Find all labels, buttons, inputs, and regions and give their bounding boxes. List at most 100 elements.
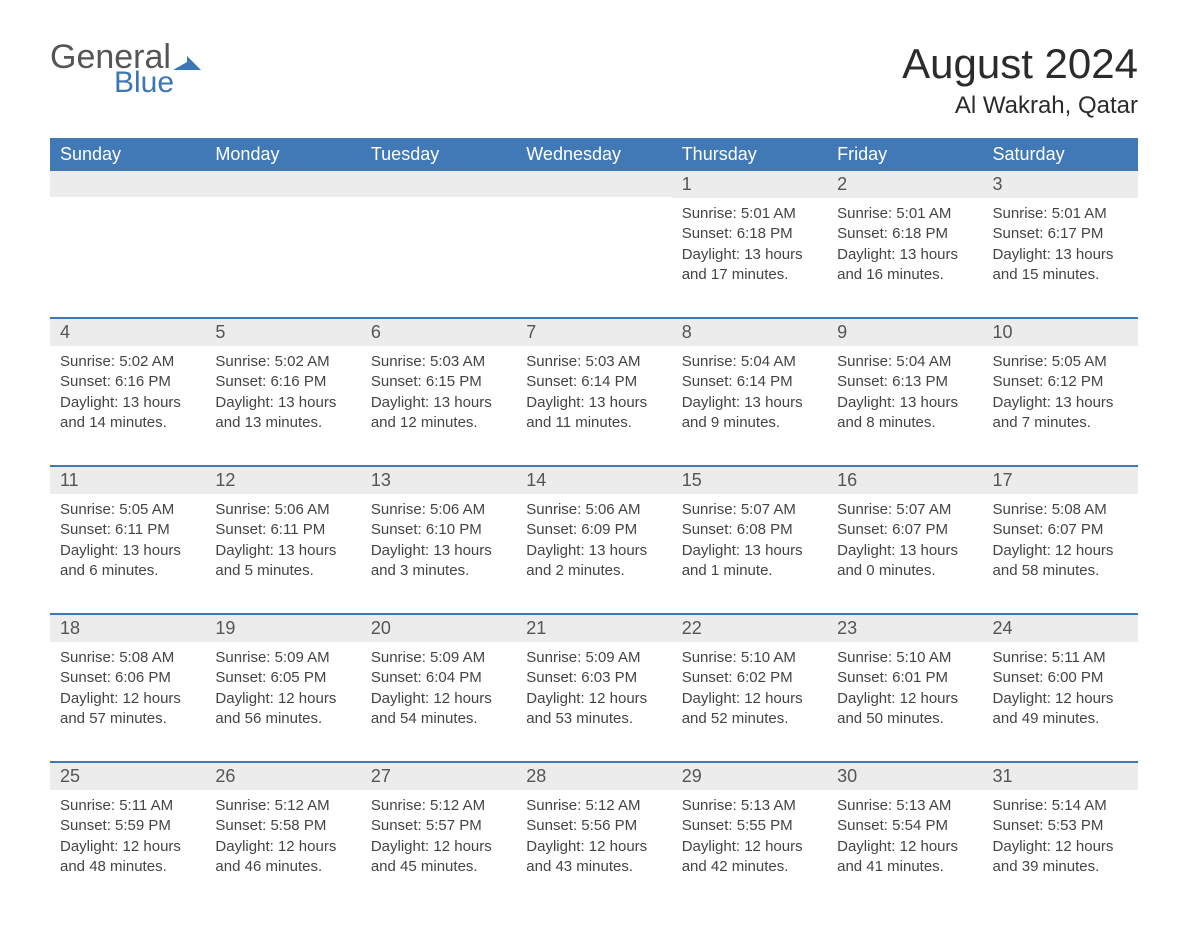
week-row: 18Sunrise: 5:08 AMSunset: 6:06 PMDayligh…: [50, 614, 1138, 762]
daylight-text: Daylight: 12 hours and 50 minutes.: [837, 689, 972, 730]
sunset-text: Sunset: 6:11 PM: [215, 520, 350, 540]
sunset-text: Sunset: 6:14 PM: [526, 372, 661, 392]
sunrise-text: Sunrise: 5:11 AM: [60, 796, 195, 816]
day-cell: 23Sunrise: 5:10 AMSunset: 6:01 PMDayligh…: [827, 614, 982, 762]
day-body: Sunrise: 5:03 AMSunset: 6:15 PMDaylight:…: [361, 346, 516, 465]
sunset-text: Sunset: 6:07 PM: [993, 520, 1128, 540]
day-number: 14: [516, 467, 671, 494]
calendar-body: 1Sunrise: 5:01 AMSunset: 6:18 PMDaylight…: [50, 171, 1138, 909]
daylight-text: Daylight: 12 hours and 39 minutes.: [993, 837, 1128, 878]
day-body: Sunrise: 5:01 AMSunset: 6:18 PMDaylight:…: [672, 198, 827, 317]
day-cell: 28Sunrise: 5:12 AMSunset: 5:56 PMDayligh…: [516, 762, 671, 909]
day-body: [516, 197, 671, 297]
sunrise-text: Sunrise: 5:01 AM: [682, 204, 817, 224]
day-cell: 31Sunrise: 5:14 AMSunset: 5:53 PMDayligh…: [983, 762, 1138, 909]
day-number: 10: [983, 319, 1138, 346]
daylight-text: Daylight: 12 hours and 48 minutes.: [60, 837, 195, 878]
sunset-text: Sunset: 6:09 PM: [526, 520, 661, 540]
day-body: Sunrise: 5:02 AMSunset: 6:16 PMDaylight:…: [205, 346, 360, 465]
day-number: [205, 171, 360, 197]
day-cell: [516, 171, 671, 318]
sunset-text: Sunset: 6:11 PM: [60, 520, 195, 540]
sunrise-text: Sunrise: 5:06 AM: [526, 500, 661, 520]
day-cell: 2Sunrise: 5:01 AMSunset: 6:18 PMDaylight…: [827, 171, 982, 318]
day-cell: [361, 171, 516, 318]
sunrise-text: Sunrise: 5:08 AM: [60, 648, 195, 668]
sunrise-text: Sunrise: 5:04 AM: [837, 352, 972, 372]
daylight-text: Daylight: 13 hours and 2 minutes.: [526, 541, 661, 582]
sunrise-text: Sunrise: 5:02 AM: [60, 352, 195, 372]
sunset-text: Sunset: 6:04 PM: [371, 668, 506, 688]
day-cell: 14 Sunrise: 5:06 AMSunset: 6:09 PMDayligh…: [516, 466, 671, 614]
day-body: Sunrise: 5:01 AMSunset: 6:17 PMDaylight:…: [983, 198, 1138, 317]
day-header-row: Sunday Monday Tuesday Wednesday Thursday…: [50, 138, 1138, 171]
day-number: 13: [361, 467, 516, 494]
day-body: Sunrise: 5:06 AMSunset: 6:10 PMDaylight:…: [361, 494, 516, 613]
day-cell: 8Sunrise: 5:04 AMSunset: 6:14 PMDaylight…: [672, 318, 827, 466]
sunset-text: Sunset: 5:58 PM: [215, 816, 350, 836]
daylight-text: Daylight: 13 hours and 11 minutes.: [526, 393, 661, 434]
daylight-text: Daylight: 13 hours and 17 minutes.: [682, 245, 817, 286]
day-number: 2: [827, 171, 982, 198]
sunset-text: Sunset: 6:18 PM: [682, 224, 817, 244]
day-body: Sunrise: 5:13 AMSunset: 5:55 PMDaylight:…: [672, 790, 827, 909]
sunrise-text: Sunrise: 5:13 AM: [682, 796, 817, 816]
day-body: Sunrise: 5:14 AMSunset: 5:53 PMDaylight:…: [983, 790, 1138, 909]
sunrise-text: Sunrise: 5:09 AM: [215, 648, 350, 668]
day-body: Sunrise: 5:02 AMSunset: 6:16 PMDaylight:…: [50, 346, 205, 465]
sunrise-text: Sunrise: 5:12 AM: [215, 796, 350, 816]
daylight-text: Daylight: 13 hours and 1 minute.: [682, 541, 817, 582]
sunrise-text: Sunrise: 5:07 AM: [682, 500, 817, 520]
logo-text-blue: Blue: [114, 68, 201, 98]
day-header: Monday: [205, 138, 360, 171]
day-body: Sunrise: 5:13 AMSunset: 5:54 PMDaylight:…: [827, 790, 982, 909]
sunset-text: Sunset: 6:13 PM: [837, 372, 972, 392]
title-block: August 2024 Al Wakrah, Qatar: [902, 40, 1138, 120]
day-body: Sunrise: 5:07 AMSunset: 6:08 PMDaylight:…: [672, 494, 827, 613]
day-body: Sunrise: 5:09 AMSunset: 6:05 PMDaylight:…: [205, 642, 360, 761]
daylight-text: Daylight: 13 hours and 16 minutes.: [837, 245, 972, 286]
daylight-text: Daylight: 12 hours and 49 minutes.: [993, 689, 1128, 730]
day-body: Sunrise: 5:05 AMSunset: 6:12 PMDaylight:…: [983, 346, 1138, 465]
sunset-text: Sunset: 6:16 PM: [215, 372, 350, 392]
sunrise-text: Sunrise: 5:08 AM: [993, 500, 1128, 520]
day-body: Sunrise: 5:12 AMSunset: 5:58 PMDaylight:…: [205, 790, 360, 909]
sunrise-text: Sunrise: 5:11 AM: [993, 648, 1128, 668]
day-body: Sunrise: 5:10 AMSunset: 6:01 PMDaylight:…: [827, 642, 982, 761]
day-header: Tuesday: [361, 138, 516, 171]
day-number: 11: [50, 467, 205, 494]
day-number: 17: [983, 467, 1138, 494]
day-number: 4: [50, 319, 205, 346]
day-body: Sunrise: 5:11 AMSunset: 5:59 PMDaylight:…: [50, 790, 205, 909]
daylight-text: Daylight: 13 hours and 3 minutes.: [371, 541, 506, 582]
week-row: 25Sunrise: 5:11 AMSunset: 5:59 PMDayligh…: [50, 762, 1138, 909]
daylight-text: Daylight: 13 hours and 13 minutes.: [215, 393, 350, 434]
day-cell: 25Sunrise: 5:11 AMSunset: 5:59 PMDayligh…: [50, 762, 205, 909]
day-cell: 12Sunrise: 5:06 AMSunset: 6:11 PMDayligh…: [205, 466, 360, 614]
sunset-text: Sunset: 5:59 PM: [60, 816, 195, 836]
day-number: [361, 171, 516, 197]
day-number: 3: [983, 171, 1138, 198]
daylight-text: Daylight: 12 hours and 45 minutes.: [371, 837, 506, 878]
page-header: General Blue August 2024 Al Wakrah, Qata…: [50, 40, 1138, 120]
day-body: Sunrise: 5:07 AMSunset: 6:07 PMDaylight:…: [827, 494, 982, 613]
sunrise-text: Sunrise: 5:12 AM: [371, 796, 506, 816]
sunrise-text: Sunrise: 5:05 AM: [993, 352, 1128, 372]
daylight-text: Daylight: 13 hours and 7 minutes.: [993, 393, 1128, 434]
day-number: [516, 171, 671, 197]
day-number: 20: [361, 615, 516, 642]
daylight-text: Daylight: 12 hours and 53 minutes.: [526, 689, 661, 730]
day-number: 18: [50, 615, 205, 642]
day-number: 25: [50, 763, 205, 790]
day-header: Wednesday: [516, 138, 671, 171]
sunrise-text: Sunrise: 5:03 AM: [526, 352, 661, 372]
day-cell: 13Sunrise: 5:06 AMSunset: 6:10 PMDayligh…: [361, 466, 516, 614]
sunset-text: Sunset: 6:15 PM: [371, 372, 506, 392]
week-row: 11Sunrise: 5:05 AMSunset: 6:11 PMDayligh…: [50, 466, 1138, 614]
day-number: 24: [983, 615, 1138, 642]
day-cell: 1Sunrise: 5:01 AMSunset: 6:18 PMDaylight…: [672, 171, 827, 318]
day-number: 16: [827, 467, 982, 494]
day-body: Sunrise: 5:04 AMSunset: 6:14 PMDaylight:…: [672, 346, 827, 465]
sunset-text: Sunset: 6:02 PM: [682, 668, 817, 688]
sunrise-text: Sunrise: 5:10 AM: [682, 648, 817, 668]
